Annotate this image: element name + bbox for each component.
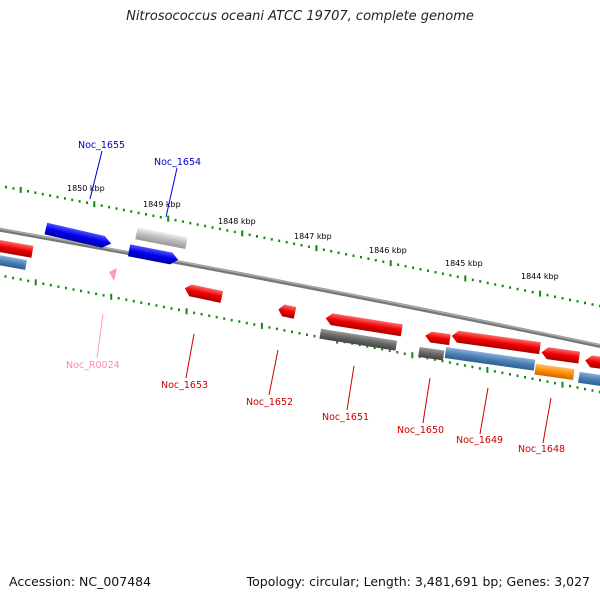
gene-label[interactable]: Noc_1655 bbox=[78, 140, 125, 151]
feature-grey-small bbox=[418, 347, 445, 361]
leader-line bbox=[89, 150, 103, 200]
gene-label[interactable]: Noc_1648 bbox=[518, 444, 565, 455]
gene-label[interactable]: Noc_1652 bbox=[246, 397, 293, 408]
gene-noc-1653[interactable] bbox=[183, 283, 224, 303]
gene-label[interactable]: Noc_1653 bbox=[161, 380, 208, 391]
leader-line bbox=[268, 349, 279, 396]
gene-noc-1649[interactable] bbox=[451, 330, 541, 355]
gene-noc-1654-light[interactable] bbox=[135, 227, 188, 250]
scale-label: 1848 kbp bbox=[218, 217, 256, 226]
feature-steel-partial bbox=[0, 252, 27, 270]
leader-line bbox=[96, 313, 104, 359]
feature-grey bbox=[319, 328, 398, 351]
leader-line bbox=[185, 333, 195, 379]
gene-label[interactable]: Noc_1650 bbox=[397, 425, 444, 436]
leader-line bbox=[422, 377, 431, 424]
scale-label: 1846 kbp bbox=[369, 246, 407, 255]
gene-noc-1652[interactable] bbox=[277, 303, 297, 319]
scale-label: 1850 kbp bbox=[67, 184, 105, 193]
gene-noc-r0024[interactable] bbox=[109, 268, 117, 281]
leader-line bbox=[479, 387, 489, 435]
gene-noc-1648[interactable] bbox=[541, 346, 581, 364]
forward-scale-ticks bbox=[5, 185, 600, 308]
gene-noc-1654[interactable] bbox=[127, 244, 179, 265]
leader-line bbox=[165, 167, 178, 218]
topology-summary: Topology: circular; Length: 3,481,691 bp… bbox=[246, 574, 590, 589]
feature-orange bbox=[534, 363, 575, 380]
scale-label: 1845 kbp bbox=[445, 259, 483, 268]
leader-line bbox=[346, 365, 355, 411]
forward-gene-partial[interactable] bbox=[0, 237, 34, 258]
scale-label: 1849 kbp bbox=[143, 200, 181, 209]
gene-label[interactable]: Noc_1649 bbox=[456, 435, 503, 446]
gene-noc-1651[interactable] bbox=[325, 312, 403, 337]
reverse-gene-partial[interactable] bbox=[584, 355, 600, 371]
reverse-scale-ticks bbox=[4, 275, 600, 394]
feature-steel bbox=[444, 347, 536, 371]
scale-label: 1844 kbp bbox=[521, 272, 559, 281]
scale-label: 1847 kbp bbox=[294, 232, 332, 241]
feature-steel-partial bbox=[578, 371, 600, 388]
gene-label[interactable]: Noc_1651 bbox=[322, 412, 369, 423]
gene-label[interactable]: Noc_R0024 bbox=[66, 360, 120, 371]
accession-text: Accession: NC_007484 bbox=[9, 574, 152, 589]
genome-title: Nitrosococcus oceani ATCC 19707, complet… bbox=[126, 9, 474, 24]
gene-noc-1650[interactable] bbox=[424, 331, 451, 346]
gene-noc-1655[interactable] bbox=[44, 222, 112, 250]
leader-line bbox=[542, 397, 552, 444]
gene-label[interactable]: Noc_1654 bbox=[154, 157, 201, 168]
genome-backbone bbox=[0, 227, 600, 348]
